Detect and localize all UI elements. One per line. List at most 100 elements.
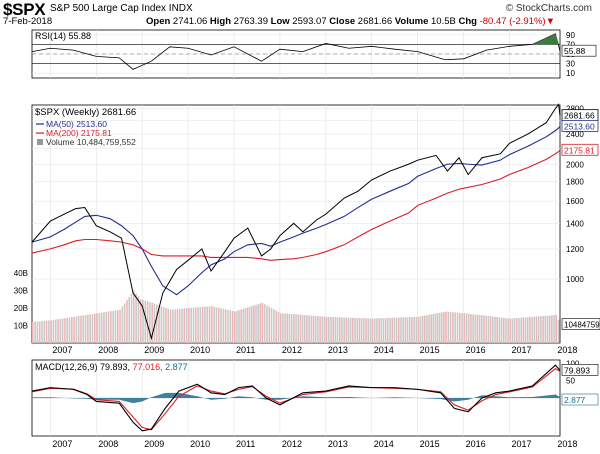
volume-bar [546, 315, 549, 343]
volume-bar [389, 317, 391, 343]
volume-bar [183, 308, 186, 343]
ma50-line [31, 126, 561, 296]
volume-bar [492, 316, 494, 343]
ma50-tag-box [561, 119, 599, 132]
volume-bar [319, 316, 321, 343]
volume-bar [240, 309, 242, 343]
volume-bar [400, 317, 402, 343]
volume-bar [428, 314, 430, 343]
index-name: S&P 500 Large Cap Index INDX [50, 3, 193, 14]
volume-bar [328, 316, 330, 343]
volume-bar [279, 313, 282, 343]
volume-bar [458, 312, 461, 343]
volume-bar [224, 309, 227, 343]
volume-bar [38, 321, 41, 343]
price-tick-label: 1000 [566, 275, 584, 284]
volume-bar [476, 314, 479, 343]
volume-bar [190, 307, 192, 343]
volume-bar [402, 317, 404, 343]
volume-bar [32, 322, 34, 343]
volume-bar [360, 318, 363, 343]
volume-bar [68, 317, 71, 343]
volume-bar [516, 318, 518, 343]
volume-bar [268, 306, 271, 343]
volume-bar [167, 308, 170, 343]
volume-legend: Volume 10,484,759,552 [46, 137, 136, 147]
volume-bar [110, 311, 112, 343]
volume-bar [248, 306, 251, 343]
volume-bar [45, 320, 48, 343]
volume-bar [456, 312, 459, 343]
volume-bar [261, 302, 264, 343]
volume-bar [277, 311, 280, 343]
volume-bar [66, 317, 69, 343]
volume-bar [529, 317, 531, 343]
volume-bar [498, 317, 501, 343]
volume-bar [358, 318, 361, 343]
volume-bar [116, 310, 119, 343]
volume-tick-label: 10B [14, 322, 28, 331]
volume-bar [259, 303, 262, 343]
volume-tick-label: 20B [14, 304, 28, 313]
year-label: 2007 [52, 345, 72, 355]
volume-bar [371, 318, 374, 343]
volume-bar [338, 317, 341, 343]
volume-bar [380, 318, 383, 343]
stockcharts-credit: © StockCharts.com [505, 3, 592, 14]
year-label: 2013 [328, 439, 348, 449]
volume-tick-label: 40B [14, 269, 28, 278]
volume-bar [61, 318, 64, 343]
year-label: 2010 [190, 439, 210, 449]
volume-bar [325, 316, 328, 343]
volume-bar [553, 315, 555, 343]
volume-bar [406, 317, 409, 343]
macd-value-box [561, 364, 599, 376]
price-legend-title: $SPX (Weekly) 2681.66 [35, 107, 136, 118]
macd-line [31, 364, 561, 432]
volume-bar [178, 308, 181, 343]
macd-legend-part: 79.893, [100, 362, 133, 372]
volume-bar [485, 315, 488, 343]
year-label: 2016 [466, 439, 486, 449]
volume-bar [146, 301, 149, 343]
volume-bar [551, 315, 553, 343]
volume-bar [215, 307, 218, 343]
year-label: 2013 [328, 345, 348, 355]
volume-bar [54, 319, 57, 343]
volume-bar [367, 318, 369, 343]
volume-bar [52, 319, 55, 343]
volume-bar [436, 313, 439, 343]
volume-bar [204, 306, 206, 343]
volume-bar [393, 317, 396, 343]
volume-bar [290, 314, 293, 343]
ma200-legend: MA(200) 2175.81 [46, 128, 112, 138]
index-name-text: S&P 500 Large Cap Index [50, 3, 167, 14]
volume-bar [312, 315, 315, 343]
volume-bar [535, 316, 538, 343]
ohlc-summary: Open 2741.06 High 2763.39 Low 2593.07 Cl… [146, 16, 555, 27]
volume-bar [295, 314, 297, 343]
volume-bar [160, 306, 163, 343]
volume-bar [518, 317, 520, 343]
volume-bar [112, 310, 114, 343]
volume-bar [417, 316, 420, 343]
year-label: 2017 [511, 439, 531, 449]
volume-bar [181, 308, 183, 343]
volume-bar [440, 312, 443, 343]
volume-bar [496, 317, 498, 343]
volume-bar [301, 314, 304, 343]
year-label: 2018 [557, 345, 577, 355]
year-label: 2010 [190, 345, 210, 355]
ma50-tag: 2513.60 [564, 121, 595, 131]
price-tick-label: 1600 [566, 197, 584, 206]
volume-bar [520, 317, 523, 343]
volume-bar [345, 317, 348, 343]
volume-bar [77, 316, 80, 343]
volume-bar [465, 313, 468, 343]
volume-bar [470, 314, 472, 343]
year-label: 2008 [98, 439, 118, 449]
volume-bar [306, 315, 308, 343]
volume-bar [98, 312, 101, 343]
hist-value-box [561, 393, 599, 406]
